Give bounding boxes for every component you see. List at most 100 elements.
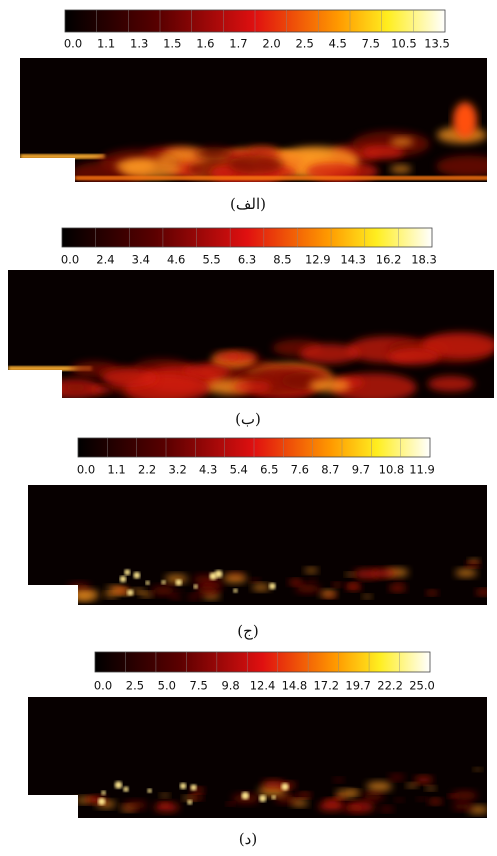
vortex: [473, 767, 482, 771]
vortex: [436, 155, 487, 178]
hot-spot: [209, 572, 217, 581]
hot-spot: [190, 784, 197, 791]
vortex: [262, 780, 285, 788]
inlet-jet: [8, 366, 92, 371]
colorbar-tick-label: 2.2: [138, 463, 156, 477]
vortex: [91, 386, 114, 394]
hot-spot: [133, 571, 141, 579]
panel-caption: (ب): [235, 410, 261, 428]
vortex: [361, 144, 405, 160]
colorbar-tick-label: 19.7: [345, 679, 371, 693]
colorbar-tick-label: 3.4: [132, 253, 150, 267]
colorbar-tick-label: 11.9: [409, 463, 435, 477]
vortex: [308, 378, 351, 393]
vortex: [414, 776, 434, 783]
field-background: [8, 270, 494, 398]
colorbar-tick-label: 7.5: [362, 37, 380, 51]
panel-caption: (ج): [237, 622, 258, 640]
colorbar-tick-label: 12.9: [305, 253, 331, 267]
vortex: [64, 383, 88, 392]
vortex: [335, 790, 357, 798]
vortex: [304, 568, 319, 573]
hot-spot: [259, 794, 267, 803]
colorbar-tick-label: 8.5: [273, 253, 291, 267]
hot-spot: [147, 788, 152, 793]
vortex: [194, 146, 234, 160]
vortex: [361, 792, 385, 801]
colorbar-tick-label: 0.0: [77, 463, 95, 477]
vortex: [295, 584, 321, 593]
vortex: [406, 783, 418, 788]
colorbar-tick-label: 0.0: [94, 679, 112, 693]
colorbar-tick-label: 12.4: [250, 679, 276, 693]
vortex: [189, 794, 204, 800]
hot-spot: [233, 588, 238, 593]
vortex: [388, 774, 405, 781]
vortex: [106, 586, 126, 593]
vortex: [389, 165, 412, 173]
vortex: [388, 585, 407, 591]
vortex: [233, 380, 272, 394]
colorbar-tick-label: 2.0: [262, 37, 280, 51]
vortex: [226, 802, 235, 806]
vortex: [447, 794, 458, 798]
glow: [453, 102, 477, 138]
colorbar-tick-label: 4.6: [167, 253, 185, 267]
vortex: [164, 574, 188, 583]
colorbar-tick-label: 7.5: [190, 679, 208, 693]
vortex: [183, 363, 231, 380]
colorbar-tick-label: 25.0: [409, 679, 435, 693]
colorbar-tick-label: 3.2: [168, 463, 186, 477]
vortex: [427, 376, 475, 392]
vortex: [202, 592, 221, 599]
hot-spot: [101, 790, 106, 796]
vortex: [187, 594, 202, 600]
vortex: [426, 590, 439, 595]
vortex: [416, 797, 427, 801]
vortex: [123, 801, 148, 810]
vortex: [342, 804, 366, 812]
colorbar-tick-label: 6.3: [238, 253, 256, 267]
vortex: [210, 167, 237, 177]
hot-spot: [145, 580, 150, 586]
hot-spot: [193, 584, 198, 589]
vortex: [74, 593, 94, 600]
vortex: [176, 589, 184, 593]
colorbar-tick-label: 5.0: [158, 679, 176, 693]
hot-spot: [241, 791, 250, 800]
vortex: [139, 592, 153, 597]
colorbar-tick-label: 14.3: [340, 253, 366, 267]
vortex: [395, 580, 405, 584]
hot-spot: [179, 782, 187, 790]
vortex: [67, 582, 91, 591]
vortex: [428, 799, 443, 804]
panel-caption: (د): [239, 830, 257, 848]
vortex: [307, 578, 317, 582]
colorbar-tick-label: 2.5: [126, 679, 144, 693]
vortex: [274, 794, 299, 803]
colorbar-tick-label: 1.5: [163, 37, 181, 51]
vortex: [455, 569, 478, 577]
colorbar-tick-label: 1.3: [130, 37, 148, 51]
vortex: [452, 803, 473, 810]
colorbar-tick-label: 16.2: [376, 253, 402, 267]
colorbar-tick-label: 7.6: [291, 463, 309, 477]
vortex: [332, 583, 343, 587]
vortex: [228, 155, 285, 174]
vortex: [305, 162, 359, 181]
vortex: [151, 586, 176, 595]
colorbar-tick-label: 1.1: [107, 463, 125, 477]
colorbar-tick-label: 18.3: [411, 253, 437, 267]
colorbar-tick-label: 1.6: [196, 37, 214, 51]
colorbar-tick-label: 10.8: [379, 463, 405, 477]
vortex: [421, 332, 494, 359]
vortex: [388, 347, 440, 366]
vortex: [362, 594, 373, 599]
vortex: [121, 158, 183, 179]
hot-spot: [271, 795, 276, 800]
vortex: [79, 586, 87, 589]
vortex: [394, 798, 405, 802]
colorbar-tick-label: 2.5: [295, 37, 313, 51]
vortex: [132, 588, 146, 594]
